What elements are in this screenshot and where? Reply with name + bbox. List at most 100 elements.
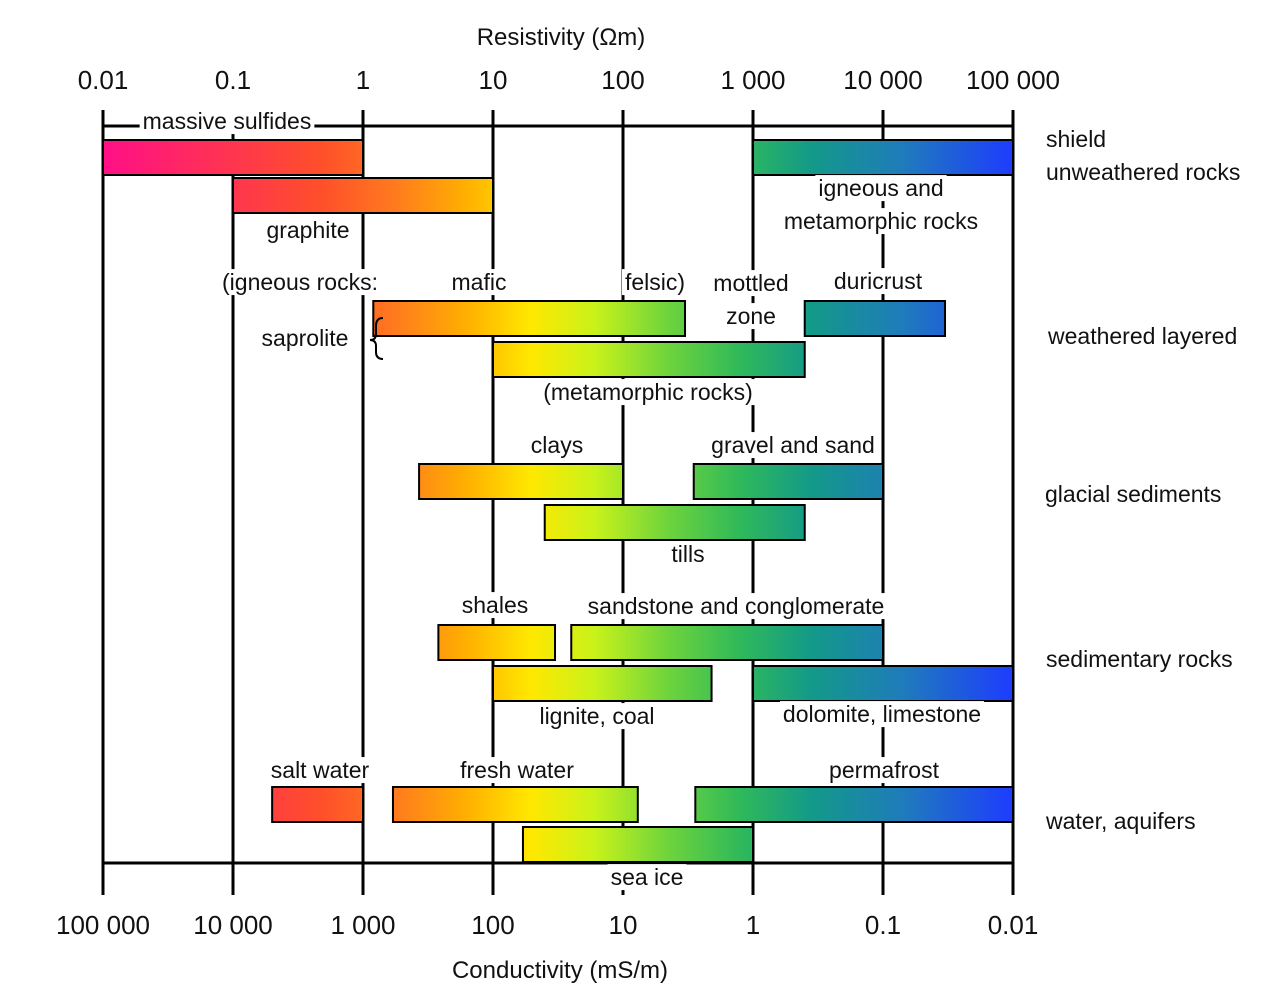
bar-lignite <box>492 665 713 702</box>
annotation-bg <box>668 541 708 568</box>
annotation-bg <box>607 864 687 891</box>
bar-sandstone <box>570 624 885 661</box>
top-tick-label: 1 <box>356 65 370 95</box>
annotation-text: shales <box>462 592 528 618</box>
category-label-line: unweathered rocks <box>1046 159 1240 185</box>
annotation-text: dolomite, limestone <box>783 701 981 727</box>
top-tick-labels: 0.01 0.1 1 10 100 1 000 10 000 100 000 <box>78 65 1060 95</box>
annotation-text: metamorphic rocks <box>784 208 978 234</box>
bar-massive <box>102 139 364 176</box>
bottom-tick-label: 10 <box>609 910 638 940</box>
bottom-tick-label: 1 000 <box>330 910 395 940</box>
annotation: mottled <box>710 270 792 297</box>
bottom-tick-label: 1 <box>746 910 760 940</box>
bar-mottled <box>803 300 947 337</box>
annotation-bg <box>458 592 532 619</box>
bar-fresh <box>391 786 639 823</box>
annotation: (metamorphic rocks) <box>540 379 756 406</box>
bottom-tick-labels: 100 000 10 000 1 000 100 10 1 0.1 0.01 <box>56 910 1038 940</box>
top-tick-label: 10 000 <box>843 65 923 95</box>
annotation: shales <box>458 592 532 619</box>
annotation-text: fresh water <box>460 757 574 783</box>
annotation-text: sea ice <box>611 864 684 890</box>
category-shield: shield unweathered rocks <box>1046 126 1240 185</box>
bar-saprolite <box>372 300 687 337</box>
bar-clays <box>418 463 625 500</box>
annotation-bg <box>536 703 658 730</box>
annotation-bg <box>826 757 943 784</box>
annotation: mafic <box>448 269 510 296</box>
top-tick-label: 1 000 <box>720 65 785 95</box>
annotation-text: gravel and sand <box>711 432 875 458</box>
annotation: tills <box>668 541 708 568</box>
annotation-text: tills <box>671 541 704 567</box>
annotation: fresh water <box>457 757 578 784</box>
annotation-bg <box>621 269 689 296</box>
category-water: water, aquifers <box>1045 808 1196 834</box>
annotation-bg <box>710 270 792 297</box>
annotation: felsic) <box>621 269 689 296</box>
top-tick-label: 0.01 <box>78 65 129 95</box>
annotation-text: (igneous rocks: <box>222 269 378 295</box>
category-label-line: water, aquifers <box>1045 808 1196 834</box>
annotation-bg <box>779 701 985 728</box>
annotation: clays <box>527 432 587 459</box>
annotation-text: felsic) <box>625 269 685 295</box>
annotation-bg <box>139 108 315 135</box>
annotation: massive sulfides <box>139 108 315 135</box>
annotation-text: duricrust <box>834 268 923 294</box>
annotation-text: salt water <box>271 757 370 783</box>
annotation-text: saprolite <box>262 325 349 351</box>
annotation: sandstone and conglomerate <box>584 593 888 620</box>
annotation-text: (metamorphic rocks) <box>543 379 753 405</box>
annotation-bg <box>527 432 587 459</box>
annotation: saprolite <box>258 325 352 352</box>
bar-annotations: massive sulfides graphite igneous and metam… <box>139 108 985 891</box>
annotation-text: mottled <box>713 270 788 296</box>
annotation-text: clays <box>531 432 583 458</box>
range-bars <box>102 139 1014 863</box>
annotation: graphite <box>263 217 353 244</box>
bottom-tick-label: 0.1 <box>865 910 901 940</box>
bar-shales <box>437 624 557 661</box>
category-weathered: weathered layered <box>1047 323 1237 349</box>
category-label-line: shield <box>1046 126 1106 152</box>
annotation-bg <box>448 269 510 296</box>
annotation-text: sandstone and conglomerate <box>588 593 885 619</box>
annotation: lignite, coal <box>536 703 658 730</box>
bar-saprolite <box>492 341 806 378</box>
annotation-bg <box>267 757 373 784</box>
grid-lines <box>101 110 1015 895</box>
annotation: metamorphic rocks <box>780 208 982 235</box>
category-label-line: sedimentary rocks <box>1046 646 1233 672</box>
annotation-bg <box>540 379 756 406</box>
bar-gravel <box>692 463 884 500</box>
annotation: sea ice <box>607 864 687 891</box>
bar-igneous <box>752 139 1014 176</box>
bottom-tick-label: 100 <box>471 910 514 940</box>
annotation: igneous and <box>815 175 947 202</box>
annotation-text: graphite <box>266 217 349 243</box>
bar-tills <box>543 504 806 541</box>
annotation-text: lignite, coal <box>539 703 654 729</box>
annotation-bg <box>263 217 353 244</box>
annotation: gravel and sand <box>708 432 878 459</box>
bar-sea <box>521 826 755 863</box>
saprolite-brace <box>369 317 384 360</box>
annotation-text: massive sulfides <box>143 108 312 134</box>
category-label-line: glacial sediments <box>1045 481 1221 507</box>
annotation: permafrost <box>826 757 943 784</box>
bar-graphite <box>232 177 494 214</box>
category-glacial: glacial sediments <box>1045 481 1221 507</box>
annotation-bg <box>457 757 578 784</box>
bar-permafrost <box>694 786 1014 823</box>
annotation-bg <box>584 593 888 620</box>
annotation-bg <box>815 175 947 202</box>
annotation-bg <box>780 208 982 235</box>
bottom-tick-label: 10 000 <box>193 910 273 940</box>
annotation-text: zone <box>726 303 776 329</box>
annotation-bg <box>723 303 779 330</box>
annotation-text: igneous and <box>818 175 943 201</box>
annotation-bg <box>830 268 926 295</box>
